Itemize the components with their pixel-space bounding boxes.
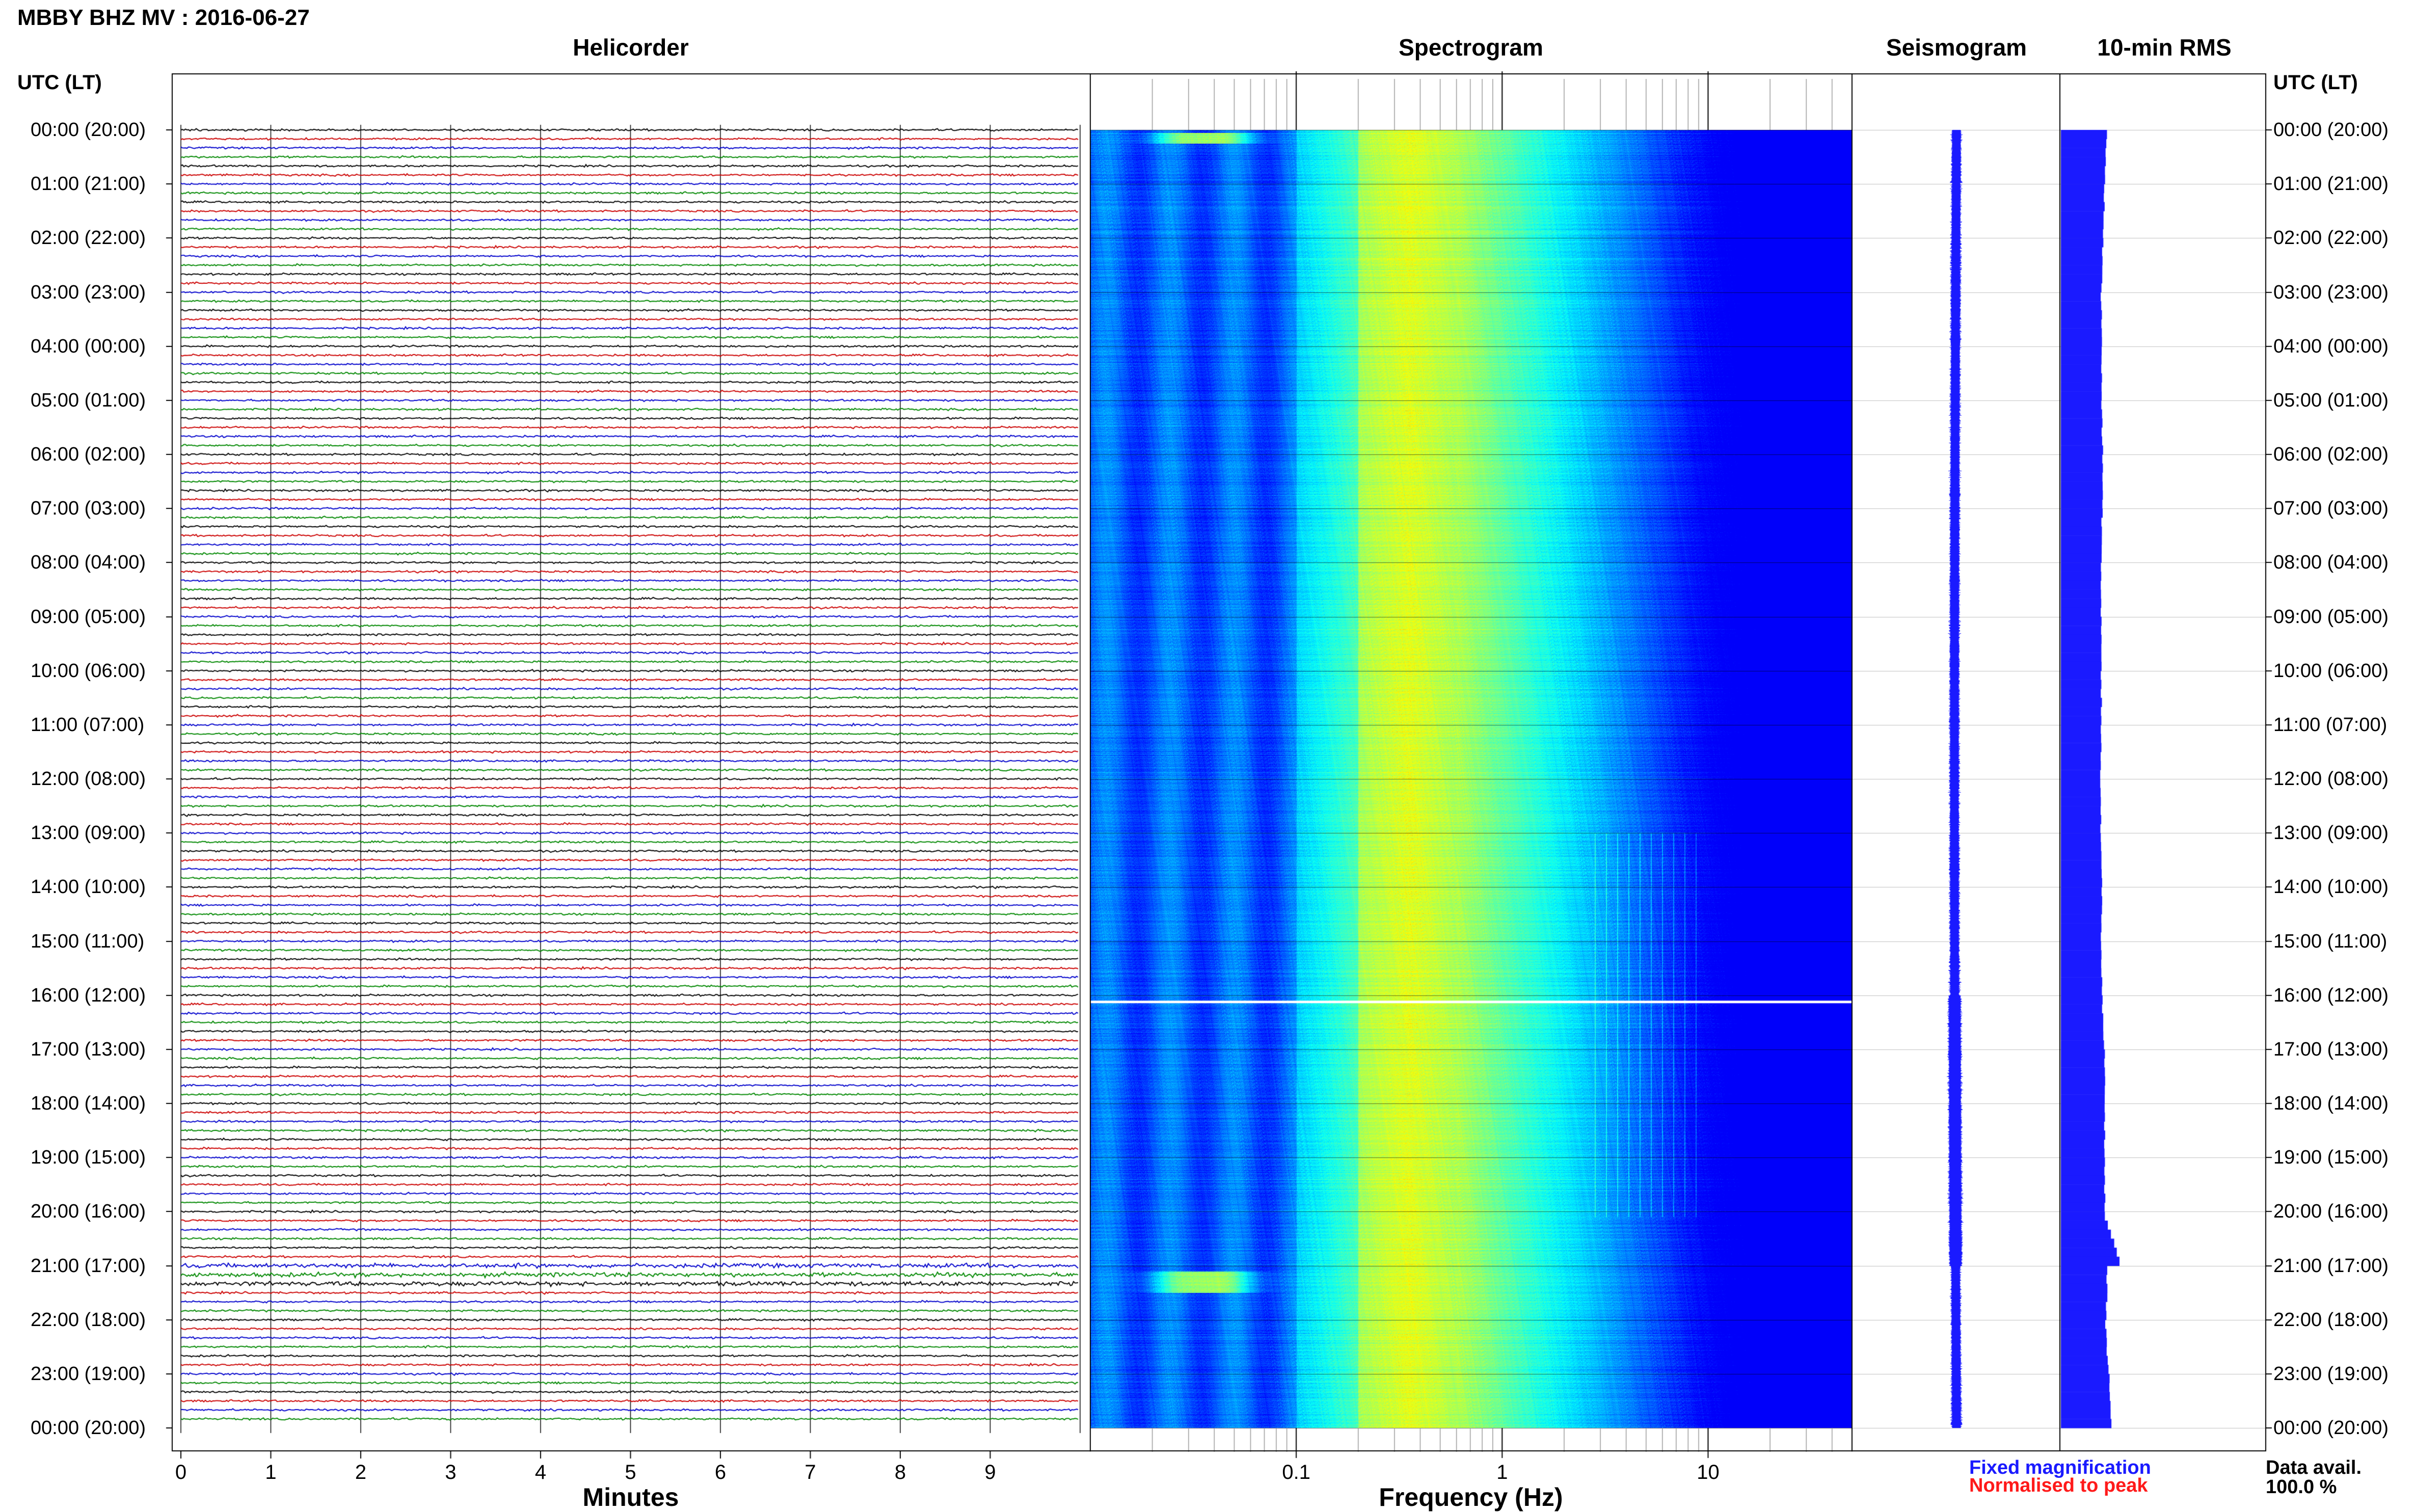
time-label-right: 03:00 (23:00) — [2273, 281, 2389, 303]
time-label: 19:00 (15:00) — [31, 1147, 146, 1169]
time-label-right: 05:00 (01:00) — [2273, 389, 2389, 411]
time-label: 08:00 (04:00) — [31, 552, 146, 574]
time-label-right: 11:00 (07:00) — [2273, 714, 2387, 736]
helicorder-tick-label: 2 — [355, 1461, 367, 1483]
time-label-right: 08:00 (04:00) — [2273, 552, 2389, 574]
data-availability-label: Data avail. — [2266, 1457, 2362, 1478]
time-label-right: 06:00 (02:00) — [2273, 444, 2389, 465]
spectrogram-xlabel: Frequency (Hz) — [1379, 1483, 1563, 1511]
utc-header-left: UTC (LT) — [17, 71, 102, 94]
spectrogram-tick-label: 10 — [1697, 1461, 1720, 1483]
helicorder-tick-label: 1 — [265, 1461, 277, 1483]
time-label: 02:00 (22:00) — [31, 227, 146, 249]
time-label-right: 07:00 (03:00) — [2273, 498, 2389, 520]
time-label-right: 00:00 (20:00) — [2273, 1417, 2389, 1439]
time-label: 20:00 (16:00) — [31, 1201, 146, 1223]
helicorder-tick-label: 3 — [445, 1461, 457, 1483]
time-label-right: 09:00 (05:00) — [2273, 606, 2389, 628]
time-label: 10:00 (06:00) — [31, 660, 146, 682]
helicorder-tick-label: 8 — [894, 1461, 906, 1483]
time-label: 23:00 (19:00) — [31, 1363, 146, 1385]
time-label: 07:00 (03:00) — [31, 498, 146, 520]
time-label-right: 15:00 (11:00) — [2273, 930, 2387, 952]
helicorder-xlabel: Minutes — [582, 1483, 679, 1511]
time-label-right: 17:00 (13:00) — [2273, 1038, 2389, 1060]
time-label: 16:00 (12:00) — [31, 984, 146, 1006]
time-label: 06:00 (02:00) — [31, 444, 146, 465]
time-label-right: 10:00 (06:00) — [2273, 660, 2389, 682]
time-label: 17:00 (13:00) — [31, 1038, 146, 1060]
time-label-right: 04:00 (00:00) — [2273, 335, 2389, 357]
legend-normalised-to-peak: Normalised to peak — [1969, 1475, 2148, 1496]
time-label-right: 18:00 (14:00) — [2273, 1093, 2389, 1114]
time-label: 13:00 (09:00) — [31, 822, 146, 844]
time-label-right: 14:00 (10:00) — [2273, 876, 2389, 898]
rms-title: 10-min RMS — [2097, 34, 2232, 61]
time-label: 04:00 (00:00) — [31, 335, 146, 357]
time-label-right: 12:00 (08:00) — [2273, 768, 2389, 790]
time-label: 22:00 (18:00) — [31, 1309, 146, 1331]
utc-header-right: UTC (LT) — [2273, 71, 2358, 94]
time-label: 00:00 (20:00) — [31, 1417, 146, 1439]
spectrogram-title: Spectrogram — [1399, 34, 1543, 61]
spectrogram-tick-label: 1 — [1496, 1461, 1508, 1483]
time-label: 00:00 (20:00) — [31, 119, 146, 141]
helicorder-tick-label: 5 — [625, 1461, 636, 1483]
legend-fixed-magnification: Fixed magnification — [1969, 1457, 2151, 1478]
time-label: 14:00 (10:00) — [31, 876, 146, 898]
page-title: MBBY BHZ MV : 2016-06-27 — [17, 5, 310, 30]
time-label: 15:00 (11:00) — [31, 930, 145, 952]
time-label-right: 16:00 (12:00) — [2273, 984, 2389, 1006]
time-label: 09:00 (05:00) — [31, 606, 146, 628]
time-label-right: 02:00 (22:00) — [2273, 227, 2389, 249]
time-label: 01:00 (21:00) — [31, 173, 146, 195]
time-label-right: 20:00 (16:00) — [2273, 1201, 2389, 1223]
time-label: 11:00 (07:00) — [31, 714, 145, 736]
time-label-right: 13:00 (09:00) — [2273, 822, 2389, 844]
time-label-right: 21:00 (17:00) — [2273, 1255, 2389, 1277]
helicorder-tick-label: 7 — [804, 1461, 816, 1483]
time-label: 12:00 (08:00) — [31, 768, 146, 790]
time-label-right: 00:00 (20:00) — [2273, 119, 2389, 141]
time-label-right: 23:00 (19:00) — [2273, 1363, 2389, 1385]
time-label-right: 01:00 (21:00) — [2273, 173, 2389, 195]
time-label: 18:00 (14:00) — [31, 1093, 146, 1114]
helicorder-tick-label: 0 — [175, 1461, 187, 1483]
time-label-right: 22:00 (18:00) — [2273, 1309, 2389, 1331]
helicorder-tick-label: 6 — [714, 1461, 727, 1483]
time-label: 21:00 (17:00) — [31, 1255, 146, 1277]
seismogram-title: Seismogram — [1886, 34, 2027, 61]
data-availability-value: 100.0 % — [2266, 1476, 2337, 1498]
time-label: 05:00 (01:00) — [31, 389, 146, 411]
spectrogram-tick-label: 0.1 — [1282, 1461, 1310, 1483]
time-label-right: 19:00 (15:00) — [2273, 1147, 2389, 1169]
time-label: 03:00 (23:00) — [31, 281, 146, 303]
helicorder-title: Helicorder — [573, 34, 689, 61]
helicorder-tick-label: 9 — [984, 1461, 996, 1483]
helicorder-tick-label: 4 — [534, 1461, 547, 1483]
